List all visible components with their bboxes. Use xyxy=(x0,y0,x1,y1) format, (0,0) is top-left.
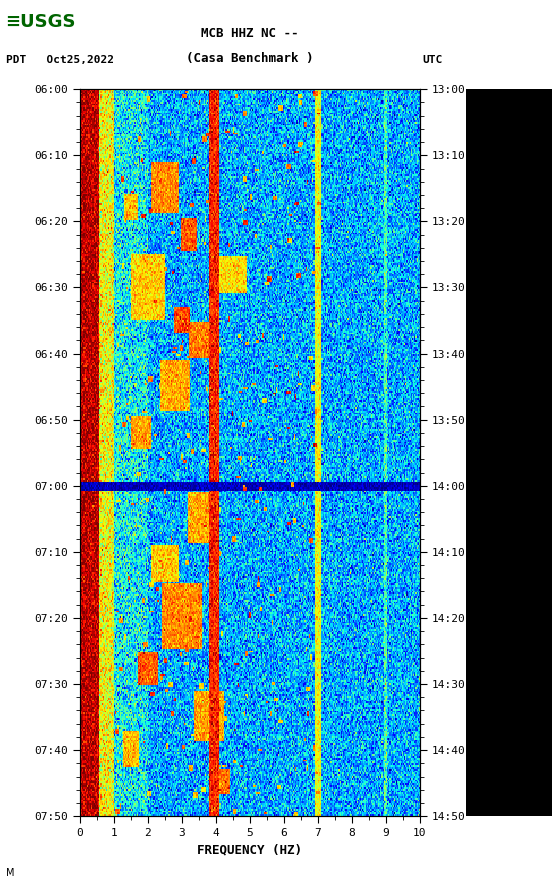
Text: (Casa Benchmark ): (Casa Benchmark ) xyxy=(186,52,314,65)
Text: UTC: UTC xyxy=(422,55,443,65)
Text: PDT   Oct25,2022: PDT Oct25,2022 xyxy=(6,55,114,65)
Text: M: M xyxy=(6,868,14,878)
Text: MCB HHZ NC --: MCB HHZ NC -- xyxy=(201,27,299,40)
Text: ≡USGS: ≡USGS xyxy=(6,13,76,31)
X-axis label: FREQUENCY (HZ): FREQUENCY (HZ) xyxy=(197,844,302,856)
